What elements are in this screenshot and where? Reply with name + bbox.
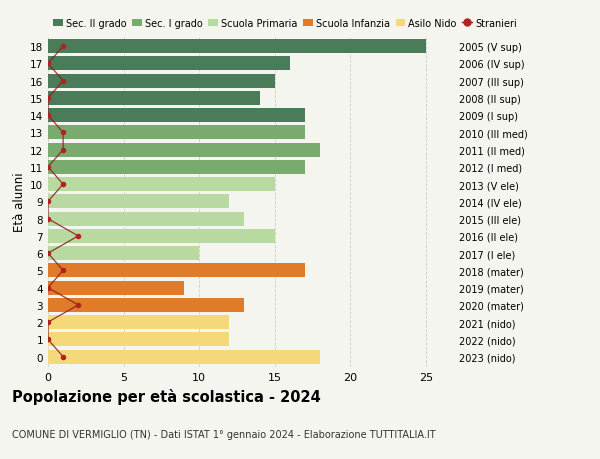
Point [43,112,53,120]
Point [58,267,68,274]
Point [43,95,53,102]
Point [58,181,68,188]
Bar [48,109,305,123]
Bar [48,40,426,54]
Point [58,129,68,137]
Point [73,302,83,309]
Bar [48,161,305,174]
Bar [48,298,244,312]
Bar [48,178,275,192]
Text: COMUNE DI VERMIGLIO (TN) - Dati ISTAT 1° gennaio 2024 - Elaborazione TUTTITALIA.: COMUNE DI VERMIGLIO (TN) - Dati ISTAT 1°… [12,429,436,439]
Bar [48,212,244,226]
Bar [48,57,290,71]
Bar [48,126,305,140]
Bar [48,264,305,278]
Point [43,215,53,223]
Point [43,319,53,326]
Point [43,250,53,257]
Point [43,198,53,206]
Point [58,147,68,154]
Point [73,233,83,240]
Bar [48,281,184,295]
Bar [48,92,260,106]
Point [58,78,68,85]
Point [58,44,68,51]
Bar [48,143,320,157]
Bar [48,350,320,364]
Point [43,164,53,171]
Point [43,284,53,292]
Bar [48,246,199,261]
Bar [48,195,229,209]
Point [43,61,53,68]
Legend: Sec. II grado, Sec. I grado, Scuola Primaria, Scuola Infanzia, Asilo Nido, Stran: Sec. II grado, Sec. I grado, Scuola Prim… [53,18,517,28]
Bar [48,230,275,243]
Point [58,353,68,361]
Text: Popolazione per età scolastica - 2024: Popolazione per età scolastica - 2024 [12,388,321,404]
Bar [48,74,275,89]
Point [43,336,53,343]
Bar [48,315,229,330]
Y-axis label: Età alunni: Età alunni [13,172,26,232]
Bar [48,333,229,347]
